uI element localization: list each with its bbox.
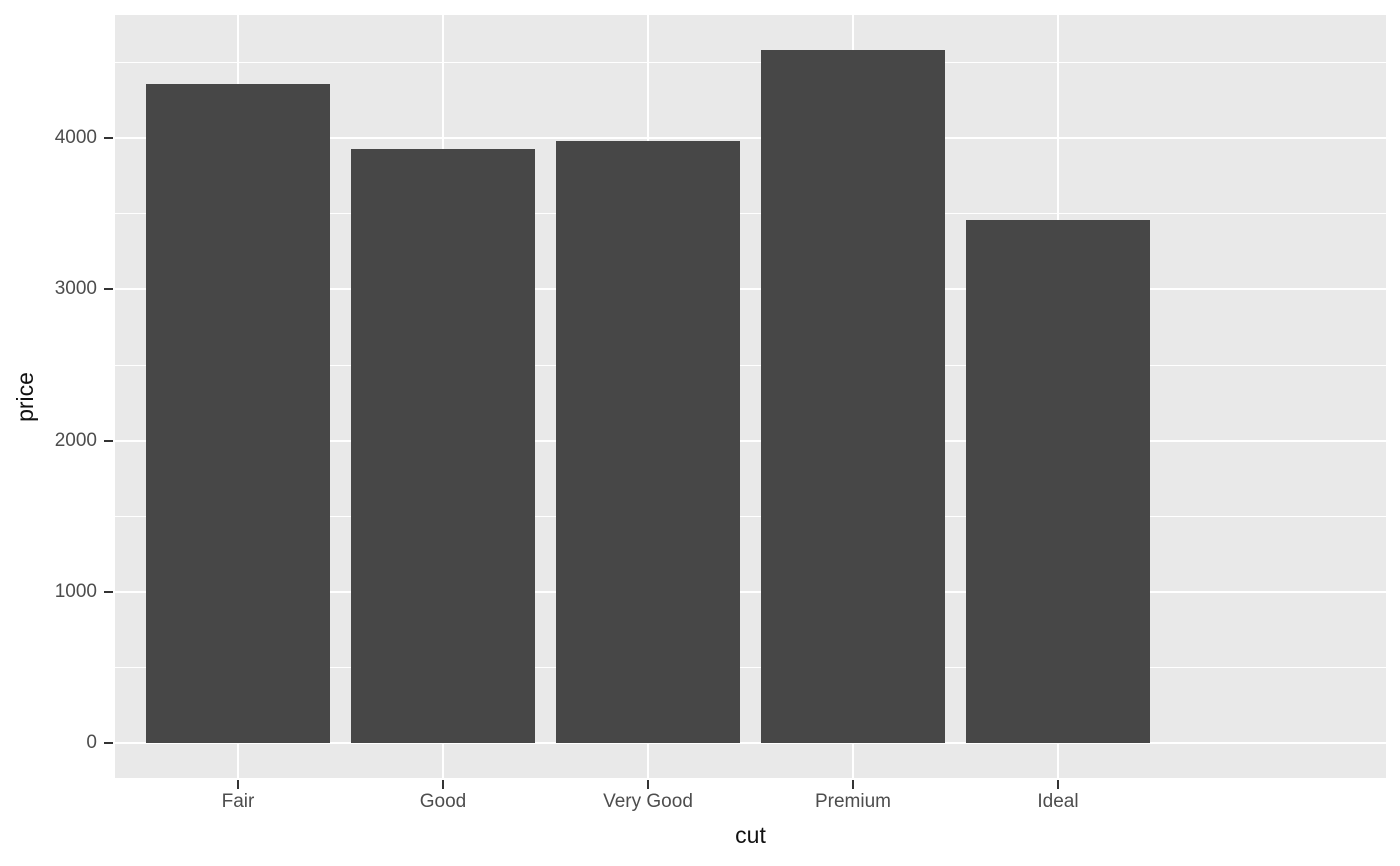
- y-tick-label: 1000: [54, 581, 97, 603]
- y-tick-mark: [104, 137, 113, 140]
- y-tick-mark: [104, 439, 113, 442]
- y-tick-label: 3000: [54, 278, 97, 300]
- bar-ideal: [965, 220, 1151, 744]
- y-tick-mark: [104, 288, 113, 291]
- x-tick-mark: [442, 780, 444, 789]
- x-tick-label: Premium: [814, 791, 891, 812]
- bar-premium: [760, 49, 946, 744]
- gridline-major-horizontal: [115, 742, 1386, 745]
- gridline-major-horizontal: [115, 137, 1386, 140]
- plot-panel: [115, 15, 1386, 778]
- gridline-minor-horizontal: [115, 364, 1386, 366]
- gridline-major-horizontal: [115, 591, 1386, 594]
- y-tick-label: 4000: [54, 127, 97, 149]
- x-tick-label: Fair: [221, 791, 255, 812]
- y-tick-label: 0: [86, 732, 97, 754]
- x-tick-mark: [647, 780, 649, 789]
- y-axis-title: price: [12, 371, 38, 422]
- gridline-minor-horizontal: [115, 667, 1386, 669]
- y-tick-mark: [104, 742, 113, 745]
- gridline-minor-horizontal: [115, 62, 1386, 63]
- y-tick-mark: [104, 591, 113, 594]
- x-tick-label: Very Good: [603, 791, 693, 812]
- x-tick-mark: [237, 780, 239, 789]
- gridline-minor-horizontal: [115, 515, 1386, 517]
- y-tick-label: 2000: [54, 429, 97, 451]
- gridline-minor-horizontal: [115, 213, 1386, 215]
- x-tick-mark: [852, 780, 854, 789]
- x-axis-title: cut: [735, 822, 766, 848]
- gridline-major-horizontal: [115, 288, 1386, 291]
- bar-fair: [145, 83, 331, 744]
- x-tick-label: Ideal: [1037, 791, 1079, 812]
- x-tick-mark: [1057, 780, 1059, 789]
- bar-good: [350, 148, 536, 744]
- gridline-major-horizontal: [115, 439, 1386, 442]
- x-tick-label: Good: [419, 791, 467, 812]
- bar-very-good: [555, 140, 741, 744]
